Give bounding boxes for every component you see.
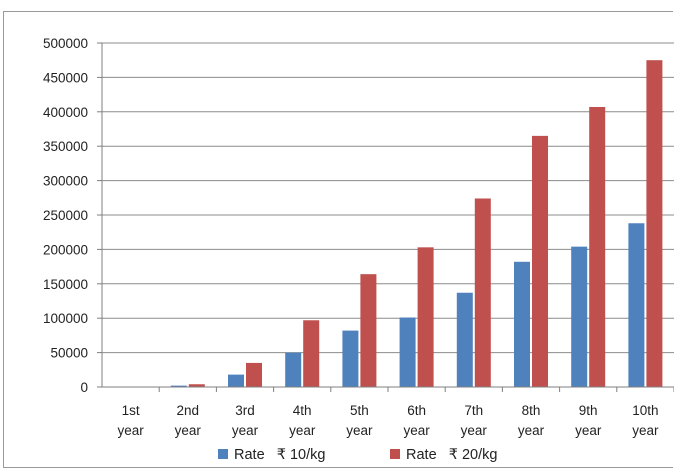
legend-swatch-rate-20 (390, 449, 400, 459)
x-tick-label-line: year (346, 423, 373, 438)
x-tick-label-line: 3rd (235, 403, 255, 418)
x-tick-label-line: year (175, 423, 202, 438)
x-tick-label-line: 10th (632, 403, 658, 418)
x-tick-label: 6th year (403, 403, 430, 438)
y-tick-label: 0 (80, 380, 88, 395)
x-tick-label-line: 6th (407, 403, 426, 418)
x-tick-label: 8th year (518, 403, 545, 438)
x-tick-label-line: 1st (122, 403, 140, 418)
y-tick-label: 50000 (50, 346, 88, 361)
bar-rate-10 (285, 352, 302, 387)
chart-frame (3, 11, 673, 468)
x-tick-label-line: 2nd (177, 403, 200, 418)
bar-rate-20 (646, 60, 663, 387)
x-tick-label: 10th year (632, 403, 659, 438)
x-tick-label-line: year (632, 423, 659, 438)
x-tick-label: 4th year (289, 403, 316, 438)
y-tick-label: 150000 (43, 277, 88, 292)
x-tick-label-line: year (403, 423, 430, 438)
bar-rate-20 (474, 198, 491, 387)
x-tick-label: 1st year (117, 403, 144, 438)
x-tick-label: 5th year (346, 403, 373, 438)
x-tick-label-line: 5th (350, 403, 369, 418)
y-tick-label: 200000 (43, 242, 88, 257)
x-tick-label-line: year (575, 423, 602, 438)
bar-rate-20 (532, 135, 548, 387)
bar-rate-20 (246, 362, 262, 387)
y-tick-label: 300000 (43, 174, 88, 189)
bar-rate-10 (342, 330, 359, 387)
x-tick-label: 9th year (575, 403, 602, 438)
bar-rate-10 (170, 385, 187, 387)
y-tick-label: 450000 (43, 70, 88, 85)
bar-rate-10 (399, 317, 416, 387)
x-tick-label-line: year (461, 423, 488, 438)
legend-label-rate-10: Rate ₹ 10/kg (234, 447, 325, 463)
x-tick-label-line: 4th (293, 403, 312, 418)
bar-rate-20 (360, 274, 377, 387)
bar-rate-20 (188, 384, 205, 387)
x-tick-label: 3rd year (232, 403, 259, 438)
bars (170, 60, 663, 387)
x-tick-label-line: year (232, 423, 259, 438)
x-tick-label-line: year (518, 423, 545, 438)
bar-rate-10 (514, 261, 530, 387)
y-tick-label: 350000 (43, 139, 88, 154)
legend-swatch-rate-10 (218, 449, 228, 459)
bar-rate-20 (303, 320, 320, 387)
gridlines (102, 42, 674, 354)
bar-rate-20 (417, 247, 434, 387)
x-tick-label-line: year (289, 423, 316, 438)
bar-rate-10 (571, 246, 588, 387)
y-tick-label: 500000 (43, 36, 88, 51)
bar-rate-10 (228, 374, 244, 387)
x-tick-label-line: 9th (579, 403, 598, 418)
x-tick-label-line: year (117, 423, 144, 438)
bar-rate-20 (589, 106, 606, 387)
x-tick-label: 7th year (461, 403, 488, 438)
legend-label-rate-20: Rate ₹ 20/kg (406, 447, 497, 463)
x-tick-label: 2nd year (175, 403, 202, 438)
x-tick-labels: 1st year 2nd year 3rd year 4th year 5th year 6th ye… (117, 403, 659, 438)
x-tick-label-line: 8th (522, 403, 541, 418)
bar-rate-10 (628, 223, 645, 387)
legend: Rate ₹ 10/kg Rate ₹ 20/kg (218, 447, 497, 463)
axes (97, 42, 674, 392)
y-tick-label: 400000 (43, 105, 88, 120)
x-tick-label-line: 7th (464, 403, 483, 418)
y-tick-label: 250000 (43, 208, 88, 223)
y-tick-labels: 0 50000 100000 150000 200000 250000 300000 3500… (43, 36, 88, 395)
y-tick-label: 100000 (43, 311, 88, 326)
bar-rate-10 (456, 292, 473, 387)
